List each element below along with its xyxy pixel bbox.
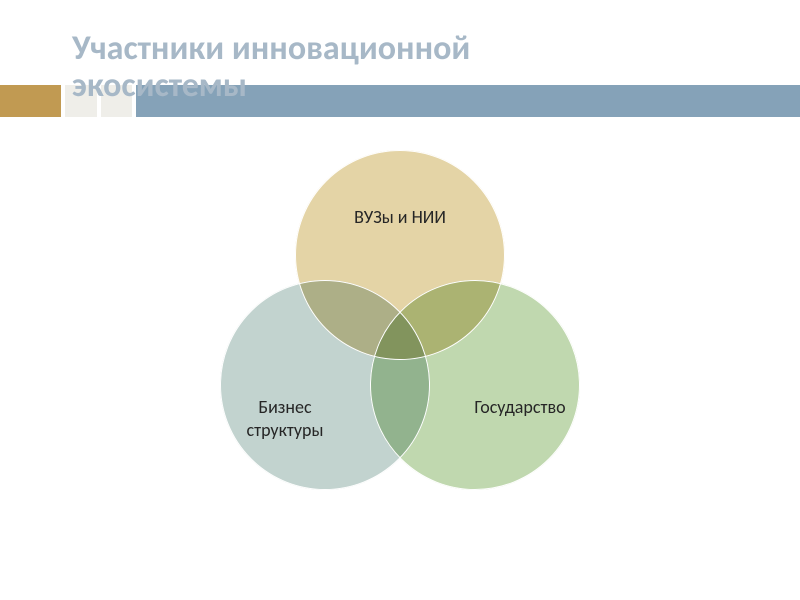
- venn-label-top: ВУЗы и НИИ: [320, 206, 480, 229]
- venn-diagram: ВУЗы и НИИ Бизнесструктуры Государство: [170, 150, 630, 570]
- slide-title: Участники инновационной экосистемы: [72, 30, 632, 105]
- venn-circle-right: [370, 280, 580, 490]
- venn-label-right: Государство: [440, 396, 600, 419]
- header-bar-segment: [0, 85, 61, 117]
- venn-label-left: Бизнесструктуры: [205, 396, 365, 441]
